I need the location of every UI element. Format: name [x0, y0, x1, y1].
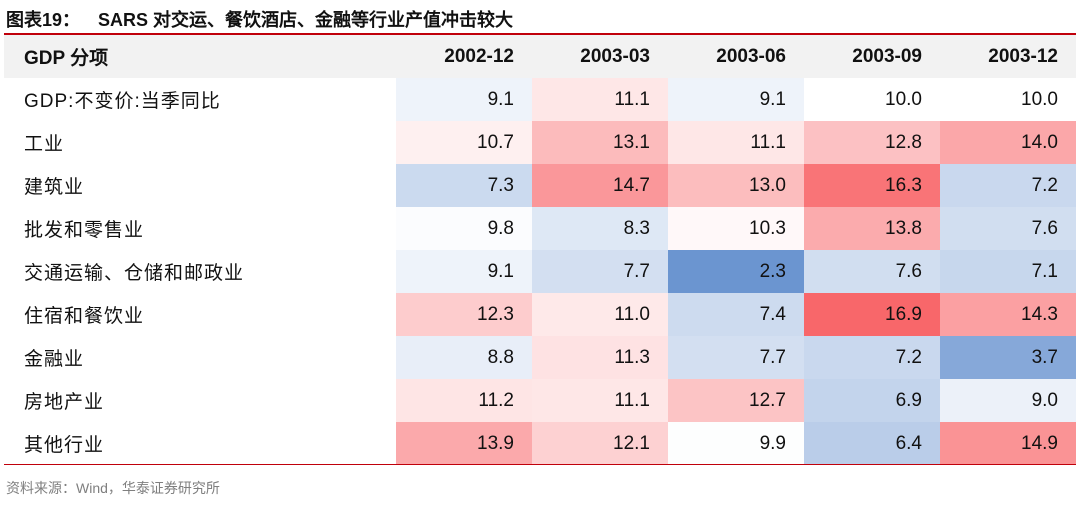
heat-cell: 12.3 [396, 293, 532, 336]
heat-cell: 8.8 [396, 336, 532, 379]
heat-cell: 14.3 [940, 293, 1076, 336]
heat-cell: 7.3 [396, 164, 532, 207]
figure-title: 图表19： SARS 对交运、餐饮酒店、金融等行业产值冲击较大 [6, 6, 513, 32]
heat-cell: 11.0 [532, 293, 668, 336]
table-row: 建筑业 7.3 14.7 13.0 16.3 7.2 [4, 164, 1076, 207]
heat-cell: 11.3 [532, 336, 668, 379]
heat-cell: 11.1 [532, 379, 668, 422]
heat-cell: 9.9 [668, 422, 804, 465]
heatmap-body: GDP:不变价:当季同比 9.1 11.1 9.1 10.0 10.0 工业 10.7 13.1… [4, 78, 1076, 465]
header-row: GDP 分项 2002-12 2003-03 2003-06 2003-09 2… [4, 35, 1076, 78]
heat-cell: 10.7 [396, 121, 532, 164]
heat-cell: 13.9 [396, 422, 532, 465]
figure-title-text: SARS 对交运、餐饮酒店、金融等行业产值冲击较大 [98, 10, 514, 30]
heat-cell: 9.1 [396, 250, 532, 293]
row-label: 建筑业 [4, 164, 396, 207]
heat-cell: 9.8 [396, 207, 532, 250]
heat-cell: 12.7 [668, 379, 804, 422]
row-label: 交通运输、仓储和邮政业 [4, 250, 396, 293]
heat-cell: 7.7 [668, 336, 804, 379]
heat-cell: 7.6 [804, 250, 940, 293]
bottom-rule [4, 464, 1076, 465]
heat-cell: 11.1 [532, 78, 668, 121]
heat-cell: 6.4 [804, 422, 940, 465]
row-label: 住宿和餐饮业 [4, 293, 396, 336]
table-row: 房地产业 11.2 11.1 12.7 6.9 9.0 [4, 379, 1076, 422]
table-row: 批发和零售业 9.8 8.3 10.3 13.8 7.6 [4, 207, 1076, 250]
heat-cell: 16.3 [804, 164, 940, 207]
heat-cell: 7.4 [668, 293, 804, 336]
source-note: 资料来源：Wind，华泰证券研究所 [6, 480, 220, 496]
column-header: 2003-03 [532, 35, 668, 78]
row-label: 金融业 [4, 336, 396, 379]
table-row: 金融业 8.8 11.3 7.7 7.2 3.7 [4, 336, 1076, 379]
figure-number: 图表19： [6, 10, 81, 30]
column-header: 2003-12 [940, 35, 1076, 78]
table-row: 交通运输、仓储和邮政业 9.1 7.7 2.3 7.6 7.1 [4, 250, 1076, 293]
heat-cell: 13.8 [804, 207, 940, 250]
heat-cell: 7.7 [532, 250, 668, 293]
row-label: 其他行业 [4, 422, 396, 465]
heat-cell: 10.0 [940, 78, 1076, 121]
heatmap-table: GDP 分项 2002-12 2003-03 2003-06 2003-09 2… [4, 35, 1076, 465]
column-header: 2002-12 [396, 35, 532, 78]
row-label: 房地产业 [4, 379, 396, 422]
heat-cell: 14.7 [532, 164, 668, 207]
row-label: 工业 [4, 121, 396, 164]
table-row: 其他行业 13.9 12.1 9.9 6.4 14.9 [4, 422, 1076, 465]
table-row: 工业 10.7 13.1 11.1 12.8 14.0 [4, 121, 1076, 164]
heat-cell: 16.9 [804, 293, 940, 336]
heat-cell: 9.1 [668, 78, 804, 121]
heat-cell: 14.0 [940, 121, 1076, 164]
heat-cell: 11.2 [396, 379, 532, 422]
heat-cell: 2.3 [668, 250, 804, 293]
heat-cell: 7.1 [940, 250, 1076, 293]
heat-cell: 8.3 [532, 207, 668, 250]
heat-cell: 9.0 [940, 379, 1076, 422]
heat-cell: 10.0 [804, 78, 940, 121]
header-label: GDP 分项 [4, 35, 396, 78]
column-header: 2003-06 [668, 35, 804, 78]
heat-cell: 13.0 [668, 164, 804, 207]
table-row: 住宿和餐饮业 12.3 11.0 7.4 16.9 14.3 [4, 293, 1076, 336]
row-label: 批发和零售业 [4, 207, 396, 250]
top-rule [4, 33, 1076, 35]
heat-cell: 3.7 [940, 336, 1076, 379]
heat-cell: 12.1 [532, 422, 668, 465]
heat-cell: 10.3 [668, 207, 804, 250]
heat-cell: 11.1 [668, 121, 804, 164]
heat-cell: 9.1 [396, 78, 532, 121]
heat-cell: 7.2 [804, 336, 940, 379]
heat-cell: 6.9 [804, 379, 940, 422]
heat-cell: 7.2 [940, 164, 1076, 207]
column-header: 2003-09 [804, 35, 940, 78]
heat-cell: 7.6 [940, 207, 1076, 250]
table-row: GDP:不变价:当季同比 9.1 11.1 9.1 10.0 10.0 [4, 78, 1076, 121]
heat-cell: 13.1 [532, 121, 668, 164]
row-label: GDP:不变价:当季同比 [4, 78, 396, 121]
heat-cell: 14.9 [940, 422, 1076, 465]
heat-cell: 12.8 [804, 121, 940, 164]
